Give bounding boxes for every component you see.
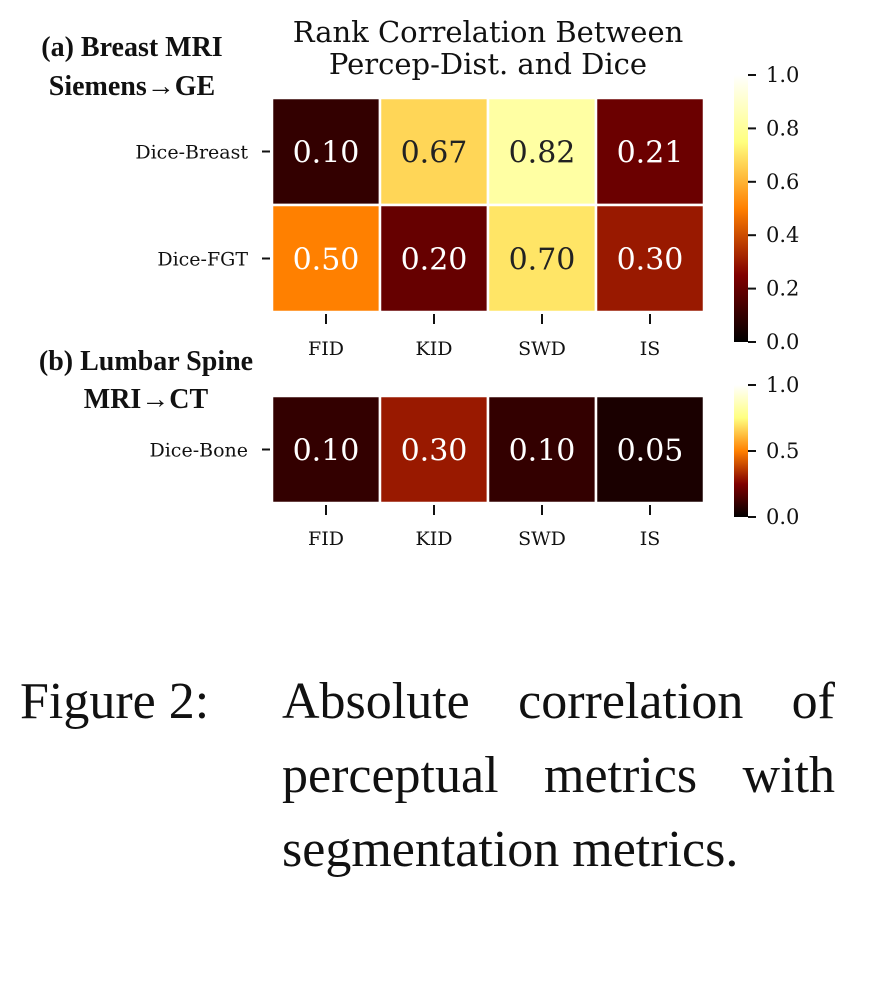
x-tick-label-is: IS (640, 338, 661, 360)
colorbar (734, 75, 748, 342)
cell-value-label: 0.10 (293, 136, 360, 171)
cell-value-label: 0.50 (293, 243, 360, 278)
heatmap-cell-dice-breast-fid (270, 96, 382, 207)
cell-value-label: 0.10 (293, 434, 360, 469)
chart-title-line: Percep-Dist. and Dice (329, 47, 647, 81)
panel-label-line: (b) Lumbar Spine (39, 346, 253, 377)
colorbar-tick-label: 0.4 (766, 223, 799, 247)
cell-value-label: 0.67 (401, 136, 468, 171)
heatmap-cell-dice-bone-fid (270, 394, 382, 505)
chart-title-line: Rank Correlation Between (293, 15, 684, 49)
cell-value-label: 0.30 (617, 243, 684, 278)
heatmap-cell-dice-breast-kid (378, 96, 490, 207)
heatmap-cell-dice-fgt-fid (270, 203, 382, 314)
panel-label-line: MRI→CT (84, 384, 209, 415)
caption-label: Figure 2: (20, 673, 210, 730)
y-tick-label-dice-fgt: Dice-FGT (157, 249, 248, 271)
cell-value-label: 0.70 (509, 243, 576, 278)
caption-text: Absolute correlation of perceptual metri… (282, 673, 835, 878)
panel-label-line: Siemens→GE (49, 71, 215, 102)
colorbar-tick-label: 0.8 (766, 116, 799, 140)
cell-value-label: 0.30 (401, 434, 468, 469)
colorbar-tick-label: 1.0 (766, 63, 799, 87)
cell-value-label: 0.82 (509, 136, 576, 171)
cell-value-label: 0.05 (617, 434, 684, 469)
heatmap-cell-dice-bone-swd (486, 394, 598, 505)
x-tick-label-fid: FID (308, 528, 344, 550)
cell-value-label: 0.10 (509, 434, 576, 469)
heatmap-cell-dice-fgt-is (594, 203, 706, 314)
heatmap-cell-dice-fgt-swd (486, 203, 598, 314)
colorbar-tick-label: 0.0 (766, 505, 799, 529)
colorbar-tick-label: 0.6 (766, 170, 799, 194)
x-tick-label-kid: KID (416, 528, 453, 550)
colorbar-tick-label: 0.2 (766, 277, 799, 301)
panel-b-lumbar-spine: (b) Lumbar Spine MRI→CT 0.10 0.30 0.10 0.05 Di… (39, 346, 800, 550)
colorbar-tick-label: 0.0 (766, 330, 799, 354)
y-tick-label-dice-breast: Dice-Breast (135, 142, 248, 164)
heatmap-cell-dice-bone-kid (378, 394, 490, 505)
x-tick-label-fid: FID (308, 338, 344, 360)
cell-value-label: 0.20 (401, 243, 468, 278)
colorbar-tick-label: 0.5 (766, 439, 799, 463)
x-tick-label-swd: SWD (518, 528, 566, 550)
y-tick-label-dice-bone: Dice-Bone (150, 440, 249, 462)
heatmap-cell-dice-bone-is (594, 394, 706, 505)
colorbar (734, 385, 748, 517)
x-tick-label-is: IS (640, 528, 661, 550)
colorbar-tick-label: 1.0 (766, 373, 799, 397)
heatmap-cell-dice-fgt-kid (378, 203, 490, 314)
panel-label-line: (a) Breast MRI (41, 32, 222, 63)
cell-value-label: 0.21 (617, 136, 684, 171)
x-tick-label-swd: SWD (518, 338, 566, 360)
heatmap-cell-dice-breast-is (594, 96, 706, 207)
x-tick-label-kid: KID (416, 338, 453, 360)
